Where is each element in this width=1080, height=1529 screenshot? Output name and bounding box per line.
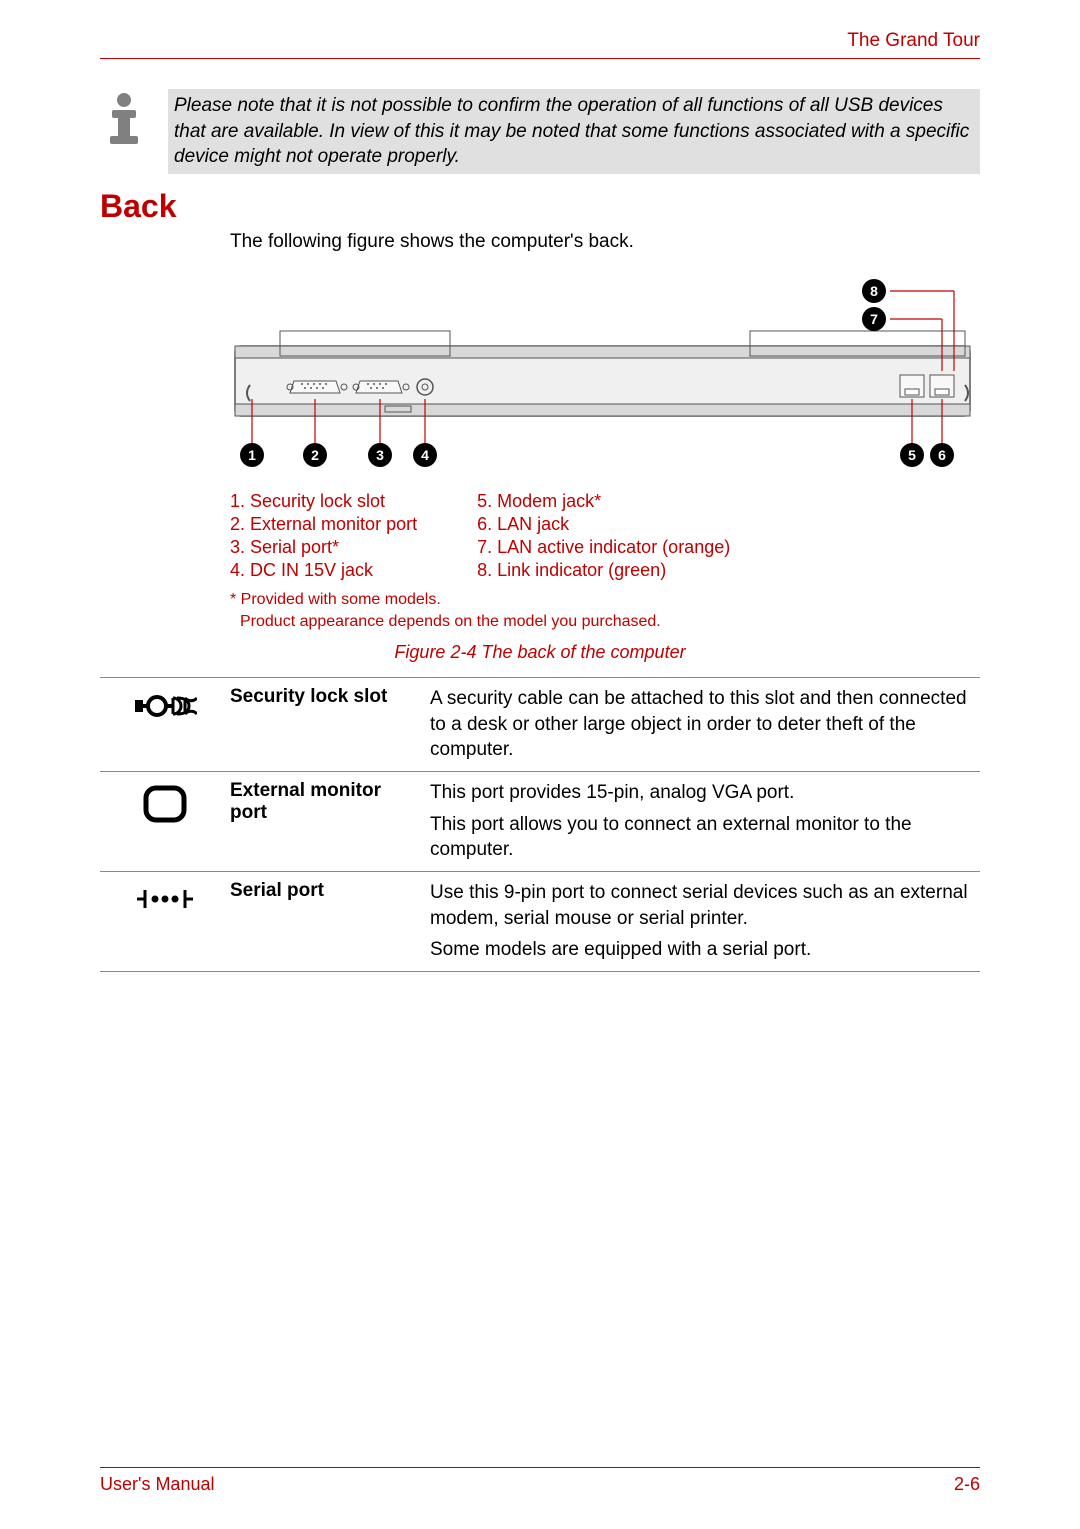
desc-text: Some models are equipped with a serial p…: [430, 937, 980, 963]
description-table: Security lock slot A security cable can …: [100, 677, 980, 972]
legend-item: 8. Link indicator (green): [477, 560, 730, 581]
footer-left: User's Manual: [100, 1474, 214, 1495]
callout-7: 7: [862, 307, 886, 331]
desc-body: This port provides 15-pin, analog VGA po…: [430, 780, 980, 863]
monitor-icon: [100, 780, 230, 863]
desc-text: This port provides 15-pin, analog VGA po…: [430, 780, 980, 806]
desc-text: Use this 9-pin port to connect serial de…: [430, 880, 980, 931]
desc-name: External monitor port: [230, 780, 430, 863]
table-row: Security lock slot A security cable can …: [100, 678, 980, 772]
legend-item: 2. External monitor port: [230, 514, 417, 535]
callout-5: 5: [900, 443, 924, 467]
desc-body: Use this 9-pin port to connect serial de…: [430, 880, 980, 963]
desc-body: A security cable can be attached to this…: [430, 686, 980, 763]
legend-item: 3. Serial port*: [230, 537, 417, 558]
section-intro: The following figure shows the computer'…: [230, 231, 980, 253]
callout-8: 8: [862, 279, 886, 303]
info-icon: [100, 89, 148, 149]
desc-text: A security cable can be attached to this…: [430, 686, 980, 763]
desc-name: Security lock slot: [230, 686, 430, 763]
footer-right: 2-6: [954, 1474, 980, 1495]
legend-item: 7. LAN active indicator (orange): [477, 537, 730, 558]
callout-2: 2: [303, 443, 327, 467]
figure-footnote-1: * Provided with some models.: [230, 589, 980, 611]
callout-3: 3: [368, 443, 392, 467]
legend-item: 4. DC IN 15V jack: [230, 560, 417, 581]
desc-text: This port allows you to connect an exter…: [430, 812, 980, 863]
callout-4: 4: [413, 443, 437, 467]
page-header-title: The Grand Tour: [100, 30, 980, 59]
desc-name: Serial port: [230, 880, 430, 963]
figure-back-view: 1 2 3 4 5 6 7 8: [230, 271, 980, 481]
legend-item: 6. LAN jack: [477, 514, 730, 535]
lock-icon: [100, 686, 230, 763]
serial-icon: [100, 880, 230, 963]
figure-legend: 1. Security lock slot 2. External monito…: [230, 491, 980, 581]
table-row: External monitor port This port provides…: [100, 772, 980, 872]
figure-caption: Figure 2-4 The back of the computer: [100, 642, 980, 663]
legend-item: 1. Security lock slot: [230, 491, 417, 512]
section-title: Back: [100, 188, 980, 225]
callout-6: 6: [930, 443, 954, 467]
table-row: Serial port Use this 9-pin port to conne…: [100, 872, 980, 972]
figure-footnote-2: Product appearance depends on the model …: [230, 611, 980, 633]
callout-1: 1: [240, 443, 264, 467]
legend-item: 5. Modem jack*: [477, 491, 730, 512]
note-text: Please note that it is not possible to c…: [168, 89, 980, 174]
